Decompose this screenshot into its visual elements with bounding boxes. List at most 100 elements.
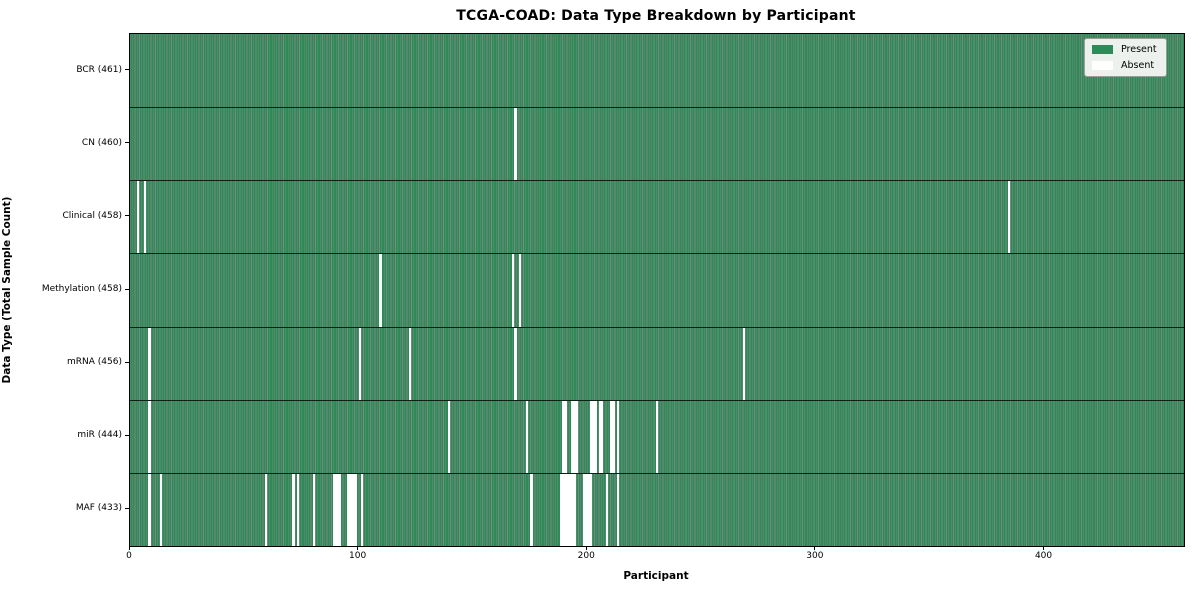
absent-cell <box>571 473 574 546</box>
absent-cell <box>148 473 151 546</box>
absent-cell <box>655 400 659 473</box>
absent-cell <box>600 400 604 473</box>
y-tick-mark <box>125 288 129 290</box>
absent-cell <box>296 473 300 546</box>
absent-cell <box>589 400 593 473</box>
absent-cell <box>333 473 336 546</box>
x-tick-label-100: 100 <box>349 551 367 561</box>
absent-cell <box>518 254 522 327</box>
y-tick-label-methylation: Methylation (458) <box>41 284 122 294</box>
legend-item-present: Present <box>1092 44 1157 55</box>
y-tick-mark <box>125 507 129 509</box>
absent-cell <box>159 473 163 546</box>
absent-cell <box>143 181 147 254</box>
absent-cell <box>562 473 565 546</box>
absent-cell <box>616 400 620 473</box>
absent-cell <box>264 473 268 546</box>
heatmap-row-mir <box>130 399 1184 473</box>
present-swatch-icon <box>1092 45 1113 54</box>
heatmap-row-maf <box>130 472 1184 546</box>
absent-cell <box>347 473 350 546</box>
absent-cell <box>1007 181 1011 254</box>
absent-cell <box>360 473 364 546</box>
y-tick-mark <box>125 69 129 71</box>
absent-cell <box>511 254 515 327</box>
heatmap-row-mrna <box>130 326 1184 400</box>
absent-cell <box>591 400 595 473</box>
absent-cell <box>447 400 451 473</box>
absent-cell <box>573 400 577 473</box>
absent-cell <box>562 400 565 473</box>
legend-absent-label: Absent <box>1121 60 1155 71</box>
absent-cell <box>564 400 567 473</box>
absent-cell <box>573 473 577 546</box>
y-tick-mark <box>125 361 129 363</box>
absent-cell <box>616 473 620 546</box>
absent-swatch-icon <box>1092 61 1113 70</box>
absent-cell <box>564 473 567 546</box>
y-tick-label-mir: miR (444) <box>77 430 122 441</box>
y-tick-mark <box>125 434 129 436</box>
absent-cell <box>312 473 316 546</box>
y-tick-mark <box>125 142 129 144</box>
absent-cell <box>148 400 151 473</box>
legend: Present Absent <box>1084 38 1167 77</box>
absent-cell <box>598 400 602 473</box>
absent-cell <box>136 181 140 254</box>
absent-cell <box>594 400 597 473</box>
absent-cell <box>292 473 295 546</box>
absent-cell <box>349 473 352 546</box>
x-tick-mark <box>814 546 816 550</box>
absent-cell <box>584 473 588 546</box>
legend-item-absent: Absent <box>1092 60 1157 71</box>
absent-cell <box>514 327 517 400</box>
absent-cell <box>571 400 574 473</box>
x-axis-label: Participant <box>623 570 689 582</box>
absent-cell <box>605 473 609 546</box>
heatmap-row-cn <box>130 107 1184 181</box>
absent-cell <box>351 473 355 546</box>
x-tick-label-0: 0 <box>126 551 132 561</box>
y-tick-label-cn: CN (460) <box>81 137 122 148</box>
absent-cell <box>566 473 570 546</box>
y-tick-label-maf: MAF (433) <box>75 503 122 514</box>
chart-title: TCGA-COAD: Data Type Breakdown by Partic… <box>456 8 856 24</box>
y-tick-label-bcr: BCR (461) <box>76 64 122 75</box>
absent-cell <box>148 327 151 400</box>
absent-cell <box>610 400 613 473</box>
heatmap-row-methylation <box>130 253 1184 327</box>
absent-cell <box>582 473 586 546</box>
absent-cell <box>338 473 341 546</box>
absent-cell <box>354 473 357 546</box>
absent-cell <box>408 327 412 400</box>
y-tick-label-mrna: mRNA (456) <box>67 357 122 368</box>
x-tick-mark <box>585 546 587 550</box>
absent-cell <box>575 400 579 473</box>
heatmap-row-bcr <box>130 34 1184 108</box>
absent-cell <box>589 473 593 546</box>
x-tick-label-200: 200 <box>577 551 595 561</box>
y-tick-mark <box>125 215 129 217</box>
heatmap-row-clinical <box>130 180 1184 254</box>
y-tick-label-clinical: Clinical (458) <box>62 210 122 221</box>
absent-cell <box>587 473 590 546</box>
plot-area <box>129 33 1185 547</box>
absent-cell <box>530 473 533 546</box>
legend-present-label: Present <box>1121 44 1157 55</box>
absent-cell <box>525 400 529 473</box>
x-tick-mark <box>128 546 130 550</box>
absent-cell <box>568 473 572 546</box>
absent-cell <box>514 108 517 181</box>
x-tick-label-300: 300 <box>806 551 824 561</box>
absent-cell <box>742 327 746 400</box>
absent-cell <box>379 254 382 327</box>
absent-cell <box>559 473 563 546</box>
absent-cell <box>335 473 339 546</box>
x-tick-mark <box>357 546 359 550</box>
absent-cell <box>612 400 615 473</box>
x-tick-mark <box>1043 546 1045 550</box>
x-tick-label-400: 400 <box>1034 551 1053 561</box>
y-axis-label: Data Type (Total Sample Count) <box>1 196 13 384</box>
absent-cell <box>358 327 362 400</box>
